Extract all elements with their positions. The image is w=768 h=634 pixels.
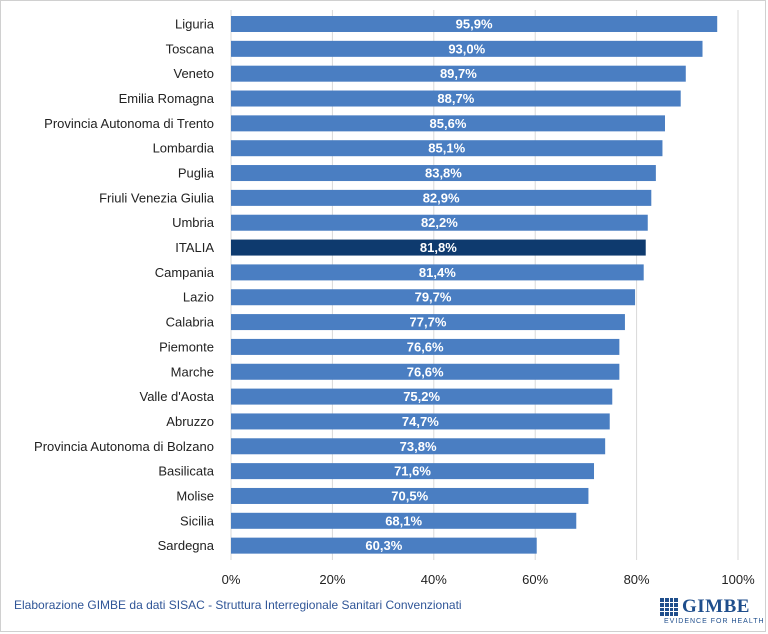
bar xyxy=(231,338,620,355)
logo-tagline: EVIDENCE FOR HEALTH xyxy=(664,618,765,625)
bar xyxy=(231,363,620,380)
x-axis-ticks: 0% 20% 40% 60% 80% 100% xyxy=(222,572,755,587)
bar xyxy=(231,264,644,281)
x-tick-label: 60% xyxy=(522,572,548,587)
x-tick-label: 20% xyxy=(319,572,345,587)
bar xyxy=(231,438,606,455)
data-label: 82,2% xyxy=(421,215,458,230)
bar xyxy=(231,537,537,554)
logo-mark-icon xyxy=(660,598,678,616)
data-label: 79,7% xyxy=(415,290,452,305)
category-label: Sicilia xyxy=(180,513,215,528)
bar xyxy=(231,40,703,57)
bar xyxy=(231,65,686,82)
category-label: Abruzzo xyxy=(166,414,214,429)
category-label: Puglia xyxy=(178,166,215,181)
category-label: Campania xyxy=(155,265,215,280)
data-label: 81,8% xyxy=(420,240,457,255)
category-label: Sardegna xyxy=(158,538,215,553)
bar xyxy=(231,189,652,206)
category-label: Lazio xyxy=(183,290,214,305)
bar xyxy=(231,239,646,256)
bar xyxy=(231,289,636,306)
logo-name: GIMBE xyxy=(682,596,750,617)
data-label: 74,7% xyxy=(402,414,439,429)
data-label: 75,2% xyxy=(403,389,440,404)
category-label: ITALIA xyxy=(175,240,214,255)
data-label: 76,6% xyxy=(407,339,444,354)
bar xyxy=(231,512,577,529)
data-label: 85,6% xyxy=(430,116,467,131)
bar xyxy=(231,214,648,231)
data-label: 81,4% xyxy=(419,265,456,280)
category-label: Emilia Romagna xyxy=(119,91,215,106)
data-label: 85,1% xyxy=(428,141,465,156)
data-labels: 95,9% 93,0% 89,7% 88,7% 85,6% 85,1% 83,8% 82,9%… xyxy=(365,17,493,554)
bar xyxy=(231,487,589,504)
category-label: Friuli Venezia Giulia xyxy=(99,190,215,205)
gimbe-logo: GIMBE EVIDENCE FOR HEALTH xyxy=(660,596,764,628)
data-label: 82,9% xyxy=(423,190,460,205)
x-tick-label: 80% xyxy=(624,572,650,587)
category-label: Basilicata xyxy=(158,464,214,479)
category-label: Piemonte xyxy=(159,339,214,354)
data-label: 83,8% xyxy=(425,166,462,181)
data-label: 93,0% xyxy=(448,41,485,56)
category-label: Marche xyxy=(171,364,214,379)
bar xyxy=(231,165,656,182)
category-label: Provincia Autonoma di Bolzano xyxy=(34,439,214,454)
data-label: 71,6% xyxy=(394,464,431,479)
bar xyxy=(231,140,663,157)
x-tick-label: 100% xyxy=(721,572,755,587)
category-label: Calabria xyxy=(166,315,215,330)
data-label: 76,6% xyxy=(407,364,444,379)
x-tick-label: 40% xyxy=(421,572,447,587)
bar xyxy=(231,413,610,430)
source-note: Elaborazione GIMBE da dati SISAC - Strut… xyxy=(14,598,462,612)
category-label: Umbria xyxy=(172,215,215,230)
data-label: 88,7% xyxy=(437,91,474,106)
category-label: Molise xyxy=(176,488,214,503)
category-label: Toscana xyxy=(166,41,215,56)
bar xyxy=(231,16,718,32)
category-label: Lombardia xyxy=(153,141,215,156)
data-label: 73,8% xyxy=(400,439,437,454)
category-label: Provincia Autonoma di Trento xyxy=(44,116,214,131)
bar-chart: Liguria Toscana Veneto Emilia Romagna Provin… xyxy=(34,10,755,587)
bar xyxy=(231,463,595,480)
category-label: Valle d'Aosta xyxy=(139,389,214,404)
category-labels: Liguria Toscana Veneto Emilia Romagna Provin… xyxy=(34,17,215,554)
bar xyxy=(231,388,613,405)
data-label: 89,7% xyxy=(440,66,477,81)
bar xyxy=(231,314,625,331)
data-label: 70,5% xyxy=(391,488,428,503)
data-label: 95,9% xyxy=(456,17,493,32)
bar xyxy=(231,115,665,132)
category-label: Veneto xyxy=(174,66,215,81)
data-label: 68,1% xyxy=(385,513,422,528)
bars xyxy=(231,16,718,554)
bar xyxy=(231,90,681,107)
category-label: Liguria xyxy=(175,17,215,32)
x-tick-label: 0% xyxy=(222,572,241,587)
data-label: 77,7% xyxy=(410,315,447,330)
data-label: 60,3% xyxy=(365,538,402,553)
